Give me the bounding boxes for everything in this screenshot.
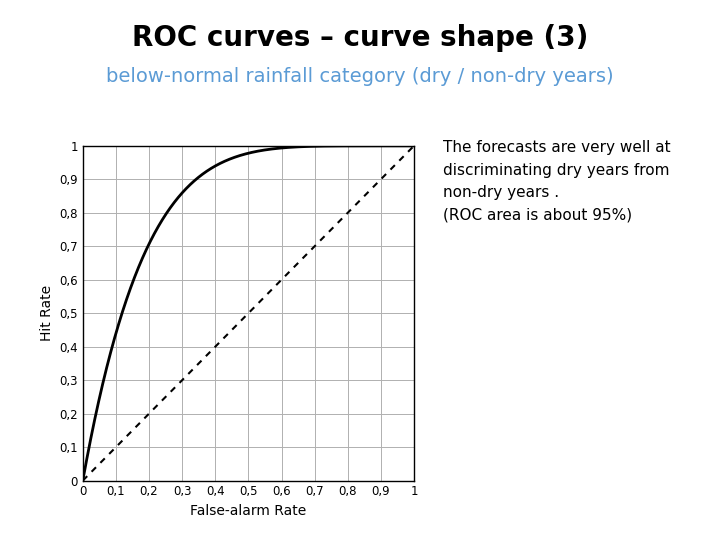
Y-axis label: Hit Rate: Hit Rate [40, 285, 54, 341]
X-axis label: False-alarm Rate: False-alarm Rate [190, 504, 307, 518]
Text: ROC curves – curve shape (3): ROC curves – curve shape (3) [132, 24, 588, 52]
Text: The forecasts are very well at
discriminating dry years from
non-dry years .
(RO: The forecasts are very well at discrimin… [443, 140, 670, 222]
Text: below-normal rainfall category (dry / non-dry years): below-normal rainfall category (dry / no… [106, 68, 614, 86]
